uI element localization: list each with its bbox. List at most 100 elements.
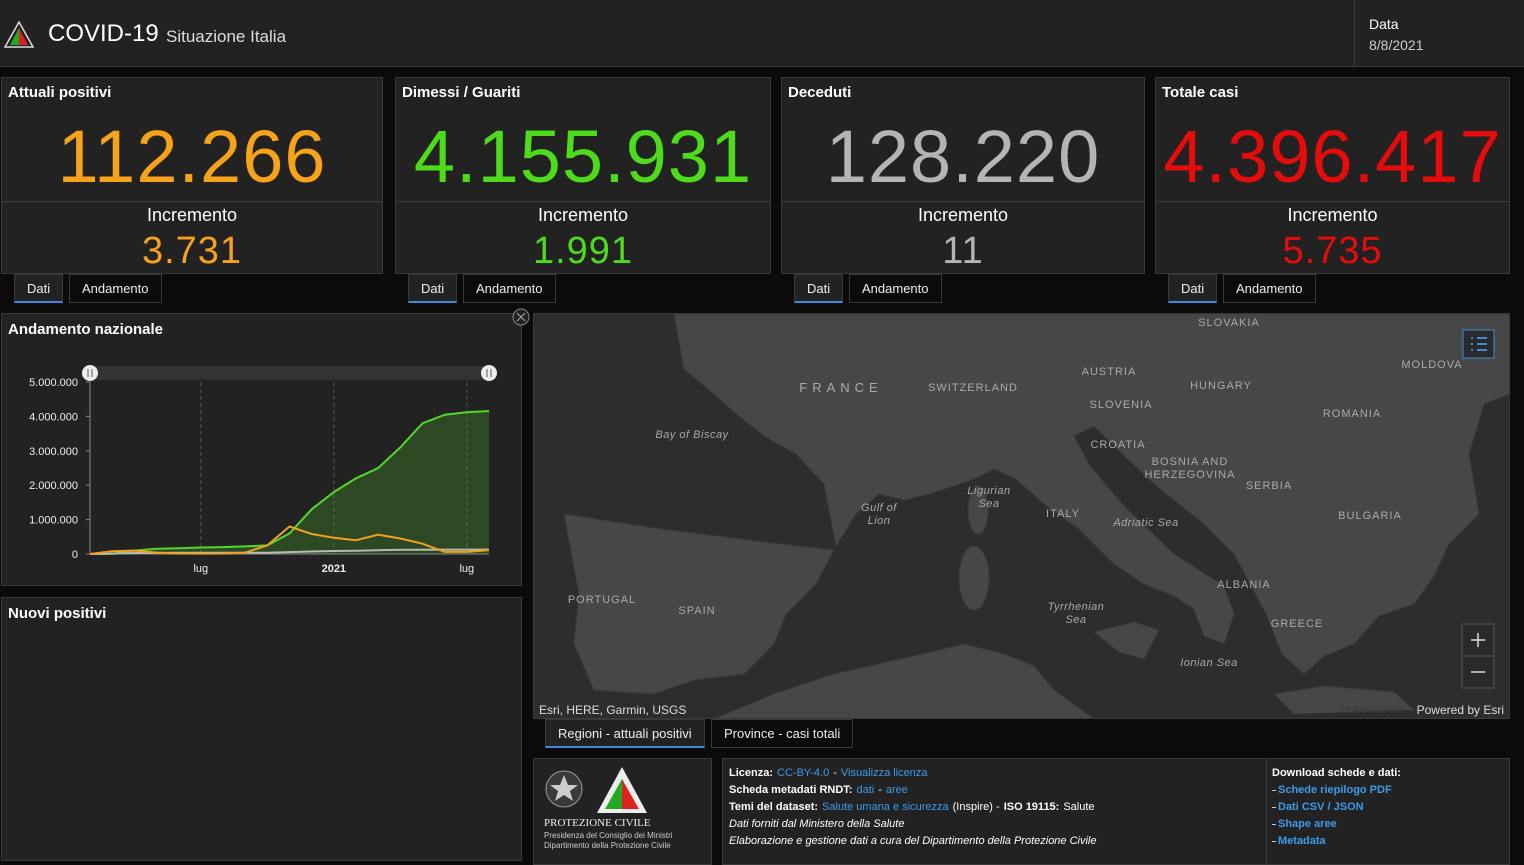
label-line: Bay of Biscay — [655, 429, 729, 441]
map-powered-by: Powered by Esri — [1417, 703, 1504, 717]
app-subtitle: Situazione Italia — [166, 27, 287, 46]
card-title: Dimessi / Guariti — [402, 84, 521, 101]
label-line: SPAIN — [678, 605, 715, 617]
series-line — [89, 410, 490, 555]
label-line: Ligurian — [967, 485, 1010, 497]
download-item: Schede riepilogo PDF — [1272, 784, 1401, 801]
info-line: Temi del dataset: Salute umana e sicurezz… — [729, 801, 1101, 818]
increment-value: 3.731 — [141, 230, 243, 272]
series-area — [90, 411, 489, 554]
download-link[interactable]: Schede riepilogo PDF — [1278, 784, 1392, 796]
info-plain: Salute — [1063, 801, 1095, 813]
card-divider — [1156, 201, 1509, 202]
info-line: Licenza: CC-BY-4.0- Visualizza licenza — [729, 767, 1101, 784]
label-line: PORTUGAL — [568, 594, 636, 606]
bullet-dash — [1272, 840, 1276, 842]
increment-value: 5.735 — [1282, 230, 1383, 272]
label-line: Adriatic Sea — [1112, 517, 1178, 529]
card-value: 4.155.931 — [413, 115, 753, 198]
info-lines: Licenza: CC-BY-4.0- Visualizza licenza Sche… — [729, 767, 1101, 852]
info-plain: - — [878, 784, 882, 796]
date-value: 8/8/2021 — [1369, 37, 1424, 53]
logos — [545, 767, 647, 813]
sea-label: Tyrrhenian Sea — [1048, 601, 1105, 626]
chart-panel: Andamento nazionale 0 1.000.000 2.000.000 3… — [1, 313, 522, 586]
legend-button[interactable] — [1462, 329, 1495, 359]
info-line: Elaborazione e gestione dati a cura del … — [729, 835, 1101, 852]
label-line: ALBANIA — [1217, 579, 1270, 591]
info-link[interactable]: dati — [856, 784, 875, 796]
map-tab[interactable]: Province - casi totali — [711, 719, 854, 748]
download-link[interactable]: Dati CSV / JSON — [1278, 801, 1364, 813]
info-link[interactable]: Salute umana e sicurezza — [822, 801, 949, 813]
download-link[interactable]: Metadata — [1278, 835, 1326, 847]
info-plain: - — [833, 767, 837, 779]
increment-label: Incremento — [146, 205, 238, 225]
tab[interactable]: Dati — [794, 274, 844, 303]
sea-label: Gulf of Lion — [861, 502, 897, 527]
info-bold: Temi del dataset: — [729, 801, 819, 813]
y-tick-label: 1.000.000 — [29, 515, 78, 527]
tab[interactable]: Dati — [1168, 274, 1218, 303]
country-label: ALBANIA — [1217, 579, 1270, 591]
info-link[interactable]: Visualizza licenza — [840, 767, 928, 779]
chart-title: Andamento nazionale — [8, 321, 164, 338]
logo-title: PROTEZIONE CIVILE — [544, 817, 651, 829]
label-line: Tyrrhenian — [1048, 601, 1105, 613]
range-slider[interactable] — [90, 366, 490, 380]
map-canvas: SLOVAKIA MOLDOVA AUSTRIA HUNGARY FRANCE SWITZ… — [539, 314, 1509, 718]
bullet-dash — [1272, 823, 1276, 825]
info-line: Scheda metadati RNDT: dati - aree — [729, 784, 1101, 801]
label-line: HERZEGOVINA — [1144, 469, 1235, 481]
label-line: ITALY — [1046, 508, 1080, 520]
info-link[interactable]: CC-BY-4.0 — [777, 767, 830, 779]
increment-label: Incremento — [537, 205, 629, 225]
info-italic: Elaborazione e gestione dati a cura del … — [729, 835, 1097, 847]
download-item: Shape aree — [1272, 818, 1401, 835]
slider-handle[interactable] — [82, 365, 98, 381]
tab[interactable]: Andamento — [69, 274, 162, 303]
info-bold: ISO 19115: — [1003, 801, 1060, 813]
slider-handle[interactable] — [481, 365, 497, 381]
tab[interactable]: Andamento — [463, 274, 556, 303]
info-plain: (Inspire) - — [952, 801, 1000, 813]
country-label: SLOVENIA — [1089, 399, 1152, 411]
divider — [1266, 759, 1267, 864]
label-line: HUNGARY — [1190, 380, 1252, 392]
country-label: SWITZERLAND — [928, 382, 1018, 394]
y-tick-label: 3.000.000 — [29, 446, 78, 458]
label-line: MOLDOVA — [1401, 359, 1462, 371]
tab[interactable]: Dati — [408, 274, 458, 303]
info-italic: Dati forniti dal Ministero della Salute — [729, 818, 905, 830]
card-value: 4.396.417 — [1163, 115, 1502, 198]
increment-value: 1.991 — [532, 230, 634, 272]
logo-lines: Presidenza del Consiglio dei Ministri Dip… — [544, 831, 673, 851]
card-value: 128.220 — [825, 115, 1101, 198]
map[interactable]: SLOVAKIA MOLDOVA AUSTRIA HUNGARY FRANCE SWITZ… — [533, 313, 1510, 719]
x-tick-label: lug — [459, 563, 474, 575]
x-tick-label: lug — [193, 563, 208, 575]
country-label: AUSTRIA — [1082, 366, 1137, 378]
card-value: 112.266 — [57, 115, 327, 198]
country-label: ROMANIA — [1323, 408, 1381, 420]
tab[interactable]: Andamento — [1223, 274, 1316, 303]
sea-label: Ligurian Sea — [967, 485, 1010, 510]
label-line: AUSTRIA — [1082, 366, 1137, 378]
expand-button[interactable] — [512, 308, 530, 326]
label-line: SLOVENIA — [1089, 399, 1152, 411]
country-label: BULGARIA — [1338, 510, 1402, 522]
label-line: ROMANIA — [1323, 408, 1381, 420]
increment-label: Incremento — [1287, 205, 1378, 225]
country-label: PORTUGAL — [568, 594, 636, 606]
zoom-controls[interactable] — [1461, 623, 1495, 689]
tab[interactable]: Andamento — [849, 274, 942, 303]
info-link[interactable]: aree — [885, 784, 908, 796]
download-link[interactable]: Shape aree — [1278, 818, 1337, 830]
stat-card: Deceduti 128.220 Incremento 11 — [781, 77, 1145, 274]
info-bold: Scheda metadati RNDT: — [729, 784, 853, 796]
tab[interactable]: Dati — [14, 274, 64, 303]
info-line: Dati forniti dal Ministero della Salute — [729, 818, 1101, 835]
map-tab[interactable]: Regioni - attuali positivi — [545, 719, 705, 748]
